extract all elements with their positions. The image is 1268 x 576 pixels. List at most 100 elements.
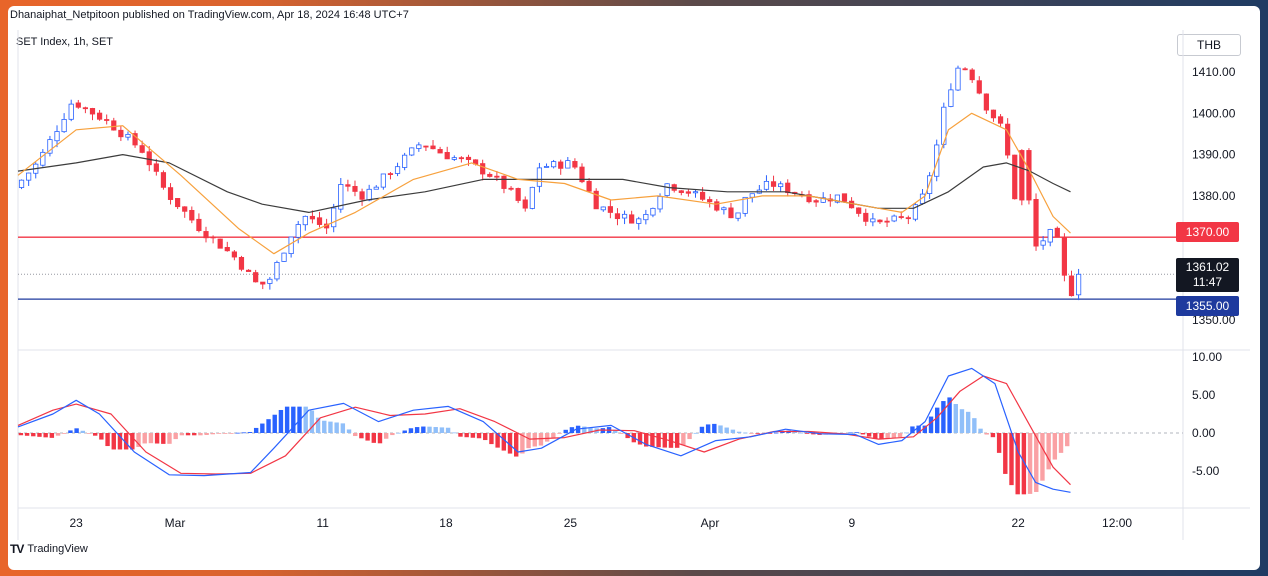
macd-histogram-bar <box>656 433 661 448</box>
macd-histogram-bar <box>520 433 525 454</box>
candle-down <box>480 163 486 175</box>
macd-histogram-bar <box>1034 433 1039 492</box>
macd-histogram-bar <box>458 433 463 437</box>
macd-histogram-bar <box>340 423 346 433</box>
macd-histogram-bar <box>365 433 370 441</box>
candle-down <box>515 188 521 201</box>
price-tick-label: 1400.00 <box>1192 106 1236 120</box>
tradingview-logo[interactable]: TV TradingView <box>10 542 88 556</box>
candle-down <box>848 200 855 209</box>
candle-down <box>856 207 862 214</box>
time-tick-label: 18 <box>439 516 453 530</box>
candle-down <box>614 213 621 220</box>
currency-selector[interactable]: THB <box>1177 34 1241 56</box>
macd-histogram-bar <box>910 426 915 433</box>
candle-up <box>394 166 401 174</box>
candle-up <box>742 196 748 214</box>
macd-histogram-bar <box>650 433 655 447</box>
candle-up <box>295 224 301 238</box>
candle-down <box>586 180 592 192</box>
candle-up <box>61 119 67 133</box>
macd-histogram-bar <box>804 433 810 434</box>
candle-up <box>643 214 649 221</box>
macd-histogram-bar <box>62 433 67 434</box>
candle-down <box>104 119 110 121</box>
macd-histogram-bar <box>798 432 804 434</box>
macd-histogram-bar <box>848 432 853 434</box>
candle-down <box>359 191 365 200</box>
macd-histogram-bar <box>526 433 531 449</box>
candle-up <box>40 151 46 166</box>
macd-histogram-bar <box>854 432 859 434</box>
macd-histogram-bar <box>644 433 649 447</box>
macd-histogram-bar <box>204 433 209 435</box>
macd-histogram-bar <box>185 433 191 436</box>
candle-down <box>1068 275 1075 297</box>
candle-down <box>785 182 791 194</box>
macd-histogram-bar <box>179 433 185 436</box>
macd-histogram-bar <box>718 425 723 433</box>
chart-card <box>8 6 1260 570</box>
candle-up <box>366 188 372 201</box>
macd-histogram-bar <box>371 433 376 443</box>
candle-down <box>444 152 450 160</box>
macd-histogram-bar <box>210 433 216 435</box>
macd-histogram-bar <box>507 433 513 454</box>
time-tick-label: 25 <box>564 516 578 530</box>
macd-histogram-bar <box>501 433 507 451</box>
candle-down <box>167 187 174 200</box>
macd-histogram-bar <box>897 433 903 438</box>
candle-down <box>203 231 209 239</box>
candle-up <box>373 186 379 190</box>
candle-up <box>551 161 557 168</box>
macd-histogram-bar <box>253 427 259 433</box>
candle-up <box>778 183 784 188</box>
time-tick-label: 22 <box>1012 516 1026 530</box>
candle-down <box>75 102 81 108</box>
resistance-price-label: 1370.00 <box>1176 222 1239 242</box>
candle-down <box>877 219 883 223</box>
candle-down <box>238 256 245 270</box>
macd-histogram-bar <box>427 426 432 433</box>
macd-histogram-bar <box>377 433 383 444</box>
macd-histogram-bar <box>86 433 92 434</box>
symbol-legend[interactable]: SET Index, 1h, SET <box>16 36 114 48</box>
macd-histogram-bar <box>49 433 55 438</box>
macd-histogram-bar <box>935 407 940 433</box>
candle-up <box>735 212 741 219</box>
candle-down <box>245 269 252 272</box>
candle-up <box>338 184 344 210</box>
candle-up <box>600 206 606 211</box>
macd-histogram-bar <box>947 397 952 433</box>
candle-up <box>692 191 699 194</box>
macd-histogram-bar <box>383 433 389 439</box>
macd-histogram-bar <box>774 432 779 434</box>
candle-down <box>1012 154 1018 200</box>
macd-histogram-bar <box>396 432 401 434</box>
macd-histogram-bar <box>674 433 680 448</box>
macd-histogram-bar <box>767 433 773 434</box>
macd-histogram-bar <box>421 426 426 433</box>
candle-up <box>948 89 954 107</box>
candle-down <box>146 151 152 166</box>
macd-histogram-bar <box>755 433 760 434</box>
candle-up <box>1075 273 1082 296</box>
macd-tick-label: 10.00 <box>1192 350 1222 364</box>
candle-up <box>834 194 840 203</box>
macd-histogram-bar <box>161 433 166 444</box>
macd-histogram-bar <box>662 433 667 448</box>
candle-down <box>231 251 237 258</box>
macd-histogram-bar <box>328 421 333 433</box>
candle-up <box>302 215 308 226</box>
macd-histogram-bar <box>433 427 438 433</box>
macd-histogram-bar <box>278 409 284 433</box>
macd-signal-line <box>17 375 1071 486</box>
macd-histogram-bar <box>241 432 246 434</box>
last-price-label: 1361.02 11:47 <box>1176 258 1239 292</box>
macd-histogram-bar <box>792 431 798 433</box>
price-tick-label: 1350.00 <box>1192 313 1236 327</box>
candle-up <box>955 67 961 91</box>
macd-histogram-bar <box>390 433 395 436</box>
candle-up <box>543 166 550 168</box>
